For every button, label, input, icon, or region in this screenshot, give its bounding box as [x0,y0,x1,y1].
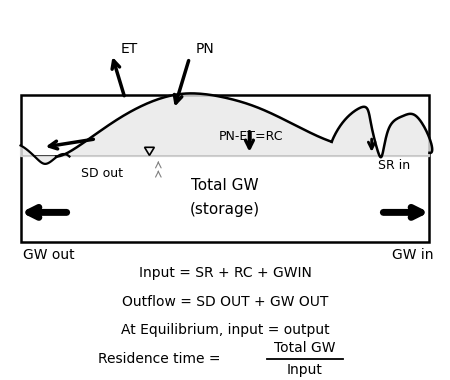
Text: ET: ET [121,42,138,56]
Text: Input: Input [287,363,323,377]
Text: Total GW: Total GW [191,179,259,193]
Text: Input = SR + RC + GWIN: Input = SR + RC + GWIN [139,266,311,280]
Text: PN: PN [196,42,215,56]
Text: At Equilibrium, input = output: At Equilibrium, input = output [121,323,329,337]
Text: PN-ET=RC: PN-ET=RC [218,130,283,143]
Text: (storage): (storage) [190,202,260,217]
Text: SR in: SR in [378,159,410,172]
Bar [21,95,429,242]
Text: GW out: GW out [23,248,74,262]
Text: Outflow = SD OUT + GW OUT: Outflow = SD OUT + GW OUT [122,295,328,309]
Text: GW in: GW in [392,248,433,262]
Text: Residence time =: Residence time = [98,352,225,366]
Text: SD out: SD out [81,166,122,179]
Polygon shape [21,93,432,164]
Text: Total GW: Total GW [274,341,336,355]
